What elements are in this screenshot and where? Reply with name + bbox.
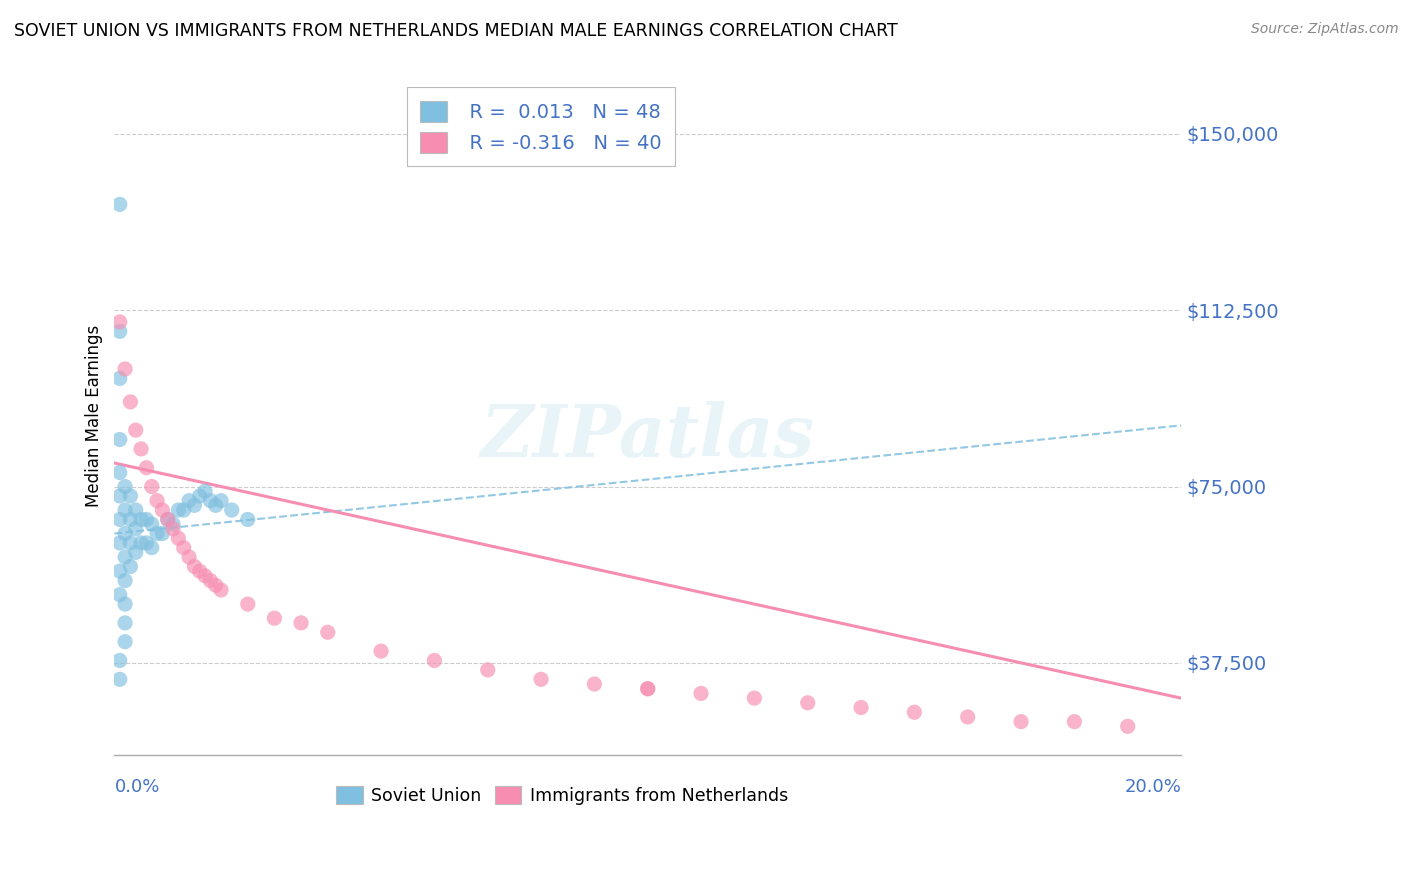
Point bbox=[530, 673, 553, 687]
Point bbox=[141, 479, 163, 493]
Point bbox=[108, 653, 131, 667]
Y-axis label: Median Male Earnings: Median Male Earnings bbox=[86, 325, 103, 508]
Point bbox=[236, 597, 259, 611]
Point bbox=[167, 531, 190, 545]
Point bbox=[120, 536, 142, 550]
Point bbox=[120, 559, 142, 574]
Point bbox=[146, 493, 169, 508]
Point bbox=[141, 517, 163, 532]
Point bbox=[114, 597, 136, 611]
Point bbox=[637, 681, 659, 696]
Point bbox=[423, 653, 446, 667]
Point bbox=[156, 512, 179, 526]
Point bbox=[114, 479, 136, 493]
Point bbox=[108, 371, 131, 385]
Point bbox=[152, 503, 174, 517]
Point bbox=[114, 503, 136, 517]
Point bbox=[114, 634, 136, 648]
Text: SOVIET UNION VS IMMIGRANTS FROM NETHERLANDS MEDIAN MALE EARNINGS CORRELATION CHA: SOVIET UNION VS IMMIGRANTS FROM NETHERLA… bbox=[14, 22, 898, 40]
Point bbox=[204, 578, 226, 592]
Point bbox=[188, 489, 211, 503]
Point bbox=[200, 493, 222, 508]
Point bbox=[162, 517, 184, 532]
Point bbox=[108, 433, 131, 447]
Point bbox=[477, 663, 499, 677]
Point bbox=[135, 512, 157, 526]
Point bbox=[637, 681, 659, 696]
Point bbox=[114, 574, 136, 588]
Point bbox=[194, 569, 217, 583]
Point bbox=[162, 522, 184, 536]
Point bbox=[125, 503, 148, 517]
Point bbox=[152, 526, 174, 541]
Point bbox=[204, 499, 226, 513]
Point bbox=[129, 536, 152, 550]
Point bbox=[108, 512, 131, 526]
Point bbox=[173, 541, 195, 555]
Point bbox=[156, 512, 179, 526]
Point bbox=[1010, 714, 1032, 729]
Point bbox=[177, 493, 200, 508]
Legend: Soviet Union, Immigrants from Netherlands: Soviet Union, Immigrants from Netherland… bbox=[328, 778, 797, 814]
Point bbox=[1116, 719, 1139, 733]
Point bbox=[956, 710, 979, 724]
Point bbox=[108, 536, 131, 550]
Point bbox=[135, 536, 157, 550]
Point bbox=[141, 541, 163, 555]
Text: ZIPatlas: ZIPatlas bbox=[481, 401, 815, 472]
Point bbox=[108, 564, 131, 578]
Point bbox=[120, 395, 142, 409]
Point bbox=[125, 545, 148, 559]
Point bbox=[108, 466, 131, 480]
Point bbox=[583, 677, 606, 691]
Point bbox=[146, 526, 169, 541]
Point bbox=[108, 489, 131, 503]
Point bbox=[108, 197, 131, 211]
Point bbox=[167, 503, 190, 517]
Point bbox=[209, 582, 232, 597]
Point bbox=[129, 512, 152, 526]
Text: 20.0%: 20.0% bbox=[1125, 778, 1181, 796]
Point bbox=[263, 611, 285, 625]
Point bbox=[290, 615, 312, 630]
Point bbox=[209, 493, 232, 508]
Point bbox=[173, 503, 195, 517]
Point bbox=[114, 362, 136, 376]
Point bbox=[120, 512, 142, 526]
Point bbox=[120, 489, 142, 503]
Point bbox=[183, 559, 205, 574]
Point bbox=[690, 686, 713, 700]
Point bbox=[108, 588, 131, 602]
Text: 0.0%: 0.0% bbox=[114, 778, 160, 796]
Point bbox=[903, 705, 925, 719]
Point bbox=[114, 615, 136, 630]
Point bbox=[108, 324, 131, 338]
Point bbox=[114, 550, 136, 565]
Point bbox=[744, 691, 766, 706]
Point bbox=[236, 512, 259, 526]
Point bbox=[108, 315, 131, 329]
Point bbox=[316, 625, 339, 640]
Point bbox=[194, 484, 217, 499]
Point bbox=[183, 499, 205, 513]
Point bbox=[221, 503, 243, 517]
Point bbox=[370, 644, 392, 658]
Text: Source: ZipAtlas.com: Source: ZipAtlas.com bbox=[1251, 22, 1399, 37]
Point bbox=[108, 673, 131, 687]
Point bbox=[188, 564, 211, 578]
Point bbox=[125, 423, 148, 437]
Point bbox=[129, 442, 152, 456]
Point bbox=[135, 460, 157, 475]
Point bbox=[849, 700, 872, 714]
Point bbox=[125, 522, 148, 536]
Point bbox=[796, 696, 818, 710]
Point bbox=[200, 574, 222, 588]
Point bbox=[177, 550, 200, 565]
Point bbox=[114, 526, 136, 541]
Point bbox=[1063, 714, 1085, 729]
